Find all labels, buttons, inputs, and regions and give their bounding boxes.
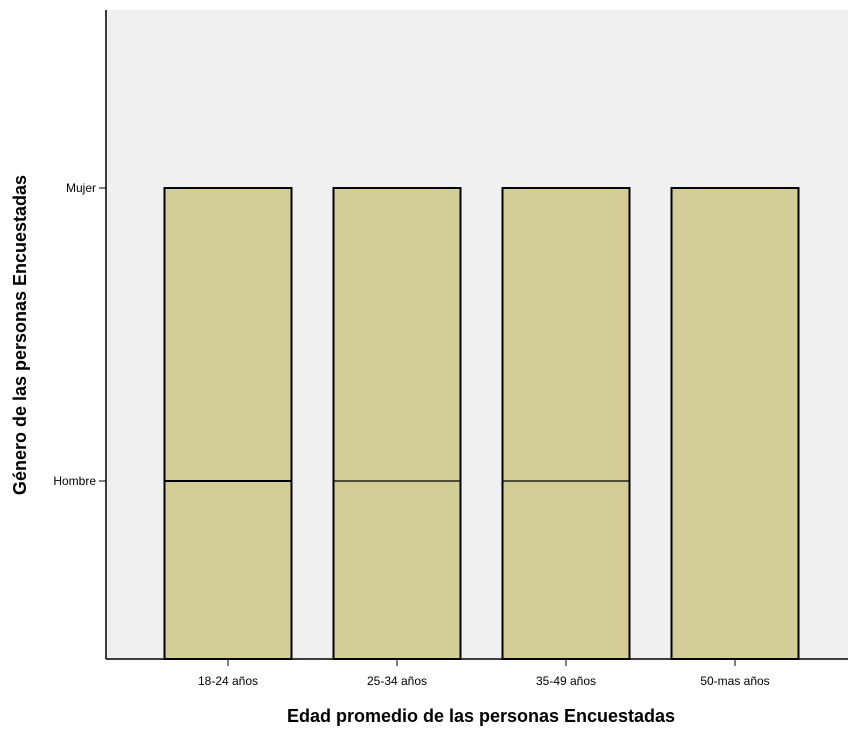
y-tick-label-hombre: Hombre xyxy=(53,474,96,488)
x-tick-label-25-34: 25-34 años xyxy=(367,674,427,688)
bar-3 xyxy=(501,187,631,660)
x-tick-label-50-mas: 50-mas años xyxy=(700,674,769,688)
bar-2 xyxy=(332,187,462,660)
y-tick-label-mujer: Mujer xyxy=(66,181,96,195)
bar-1 xyxy=(163,187,293,660)
bar-4 xyxy=(670,187,800,660)
x-tick-label-35-49: 35-49 años xyxy=(536,674,596,688)
y-axis-title: Género de las personas Encuestadas xyxy=(10,175,30,495)
x-tick-label-18-24: 18-24 años xyxy=(198,674,258,688)
x-axis-title: Edad promedio de las personas Encuestada… xyxy=(287,706,675,726)
ticks-layer xyxy=(99,187,736,666)
